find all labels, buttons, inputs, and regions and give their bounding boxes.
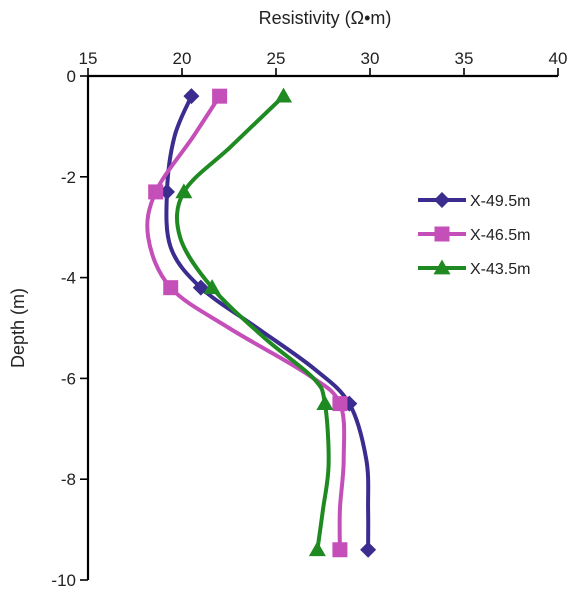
y-ticks: 0 -2 -4 -6 -8 -10 — [51, 67, 88, 590]
series-x-46-5m — [145, 88, 348, 558]
y-tick-label: -8 — [61, 470, 76, 489]
x-tick-label: 20 — [173, 49, 192, 68]
legend-marker-square — [434, 226, 450, 242]
data-point-diamond — [192, 279, 209, 296]
x-tick-label: 40 — [549, 49, 568, 68]
legend-label: X-49.5m — [470, 193, 530, 210]
legend-marker-diamond — [434, 192, 450, 208]
legend-item-x-43-5m: X-43.5m — [418, 259, 530, 278]
data-point-triangle — [308, 541, 326, 557]
x-ticks: 15 20 25 30 35 40 — [79, 49, 568, 76]
data-point-square — [332, 396, 348, 412]
data-point-diamond — [360, 541, 377, 558]
legend-label: X-46.5m — [470, 227, 530, 244]
legend: X-49.5m X-46.5m X-43.5m — [418, 192, 530, 278]
y-tick-label: 0 — [67, 67, 76, 86]
x-axis-title: Resistivity (Ω•m) — [259, 8, 392, 28]
y-tick-label: -2 — [61, 168, 76, 187]
x-tick-label: 25 — [267, 49, 286, 68]
data-point-square — [148, 184, 164, 200]
series-group — [145, 87, 377, 558]
data-point-triangle — [203, 279, 221, 295]
series-line-x-49-5m — [164, 94, 371, 552]
data-point-diamond — [183, 88, 200, 105]
y-tick-label: -4 — [61, 269, 76, 288]
legend-marker-triangle — [433, 259, 451, 275]
y-tick-label: -6 — [61, 369, 76, 388]
legend-item-x-46-5m: X-46.5m — [418, 226, 530, 244]
data-point-triangle — [316, 395, 334, 410]
data-point-triangle — [275, 87, 293, 103]
x-tick-label: 35 — [455, 49, 474, 68]
series-line-x-46-5m — [145, 94, 347, 552]
series-x-49-5m — [158, 88, 377, 558]
y-tick-label: -10 — [51, 571, 76, 590]
series-line-x-43-5m — [174, 94, 331, 552]
axes — [86, 74, 558, 580]
data-point-square — [212, 88, 228, 104]
y-axis-title: Depth (m) — [8, 288, 28, 368]
legend-label: X-43.5m — [470, 261, 530, 278]
data-point-triangle — [175, 183, 193, 199]
series-x-43-5m — [174, 87, 334, 557]
legend-item-x-49-5m: X-49.5m — [418, 192, 530, 210]
x-tick-label: 15 — [79, 49, 98, 68]
data-point-square — [163, 280, 179, 296]
data-point-square — [332, 542, 348, 558]
x-tick-label: 30 — [361, 49, 380, 68]
